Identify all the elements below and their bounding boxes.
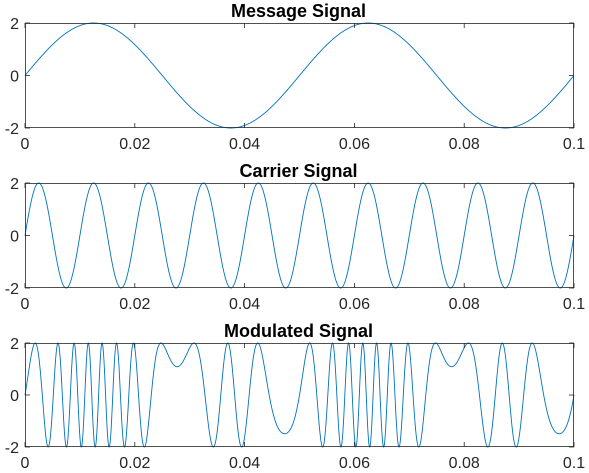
message-x-tick-label: 0	[21, 136, 30, 153]
message-series-line	[24, 22, 575, 129]
message-x-tick-label: 0.1	[563, 136, 585, 153]
modulated-y-tick-label: -2	[5, 440, 19, 457]
message-x-tick-label: 0.08	[449, 136, 480, 153]
modulated-x-tick-label: 0.02	[119, 455, 150, 472]
carrier-x-tick-label: 0	[21, 296, 30, 313]
modulated-x-tick-label: 0.06	[339, 455, 370, 472]
message-y-tick-label: 2	[10, 16, 19, 33]
modulated-title: Modulated Signal	[224, 321, 373, 341]
carrier-x-tick-label: 0.08	[449, 296, 480, 313]
modulated-x-tick-label: 0	[21, 455, 30, 472]
carrier-x-tick-label: 0.04	[229, 296, 260, 313]
modulated-series-line	[24, 342, 575, 448]
carrier-series-line	[24, 182, 575, 289]
carrier-x-tick-label: 0.06	[339, 296, 370, 313]
message-title: Message Signal	[231, 1, 366, 21]
carrier-y-tick-label: -2	[5, 281, 19, 298]
modulated-x-tick-label: 0.1	[563, 455, 585, 472]
carrier-y-tick-label: 2	[10, 176, 19, 193]
modulated-x-tick-label: 0.04	[229, 455, 260, 472]
modulated-y-tick-label: 2	[10, 336, 19, 353]
carrier-x-tick-label: 0.1	[563, 296, 585, 313]
modulated-y-tick-label: 0	[10, 388, 19, 405]
carrier-title: Carrier Signal	[239, 161, 357, 181]
modulated-x-tick-label: 0.08	[449, 455, 480, 472]
message-y-tick-label: -2	[5, 121, 19, 138]
message-y-tick-label: 0	[10, 69, 19, 86]
message-x-tick-label: 0.06	[339, 136, 370, 153]
carrier-y-tick-label: 0	[10, 229, 19, 246]
message-x-tick-label: 0.02	[119, 136, 150, 153]
message-x-tick-label: 0.04	[229, 136, 260, 153]
carrier-x-tick-label: 0.02	[119, 296, 150, 313]
